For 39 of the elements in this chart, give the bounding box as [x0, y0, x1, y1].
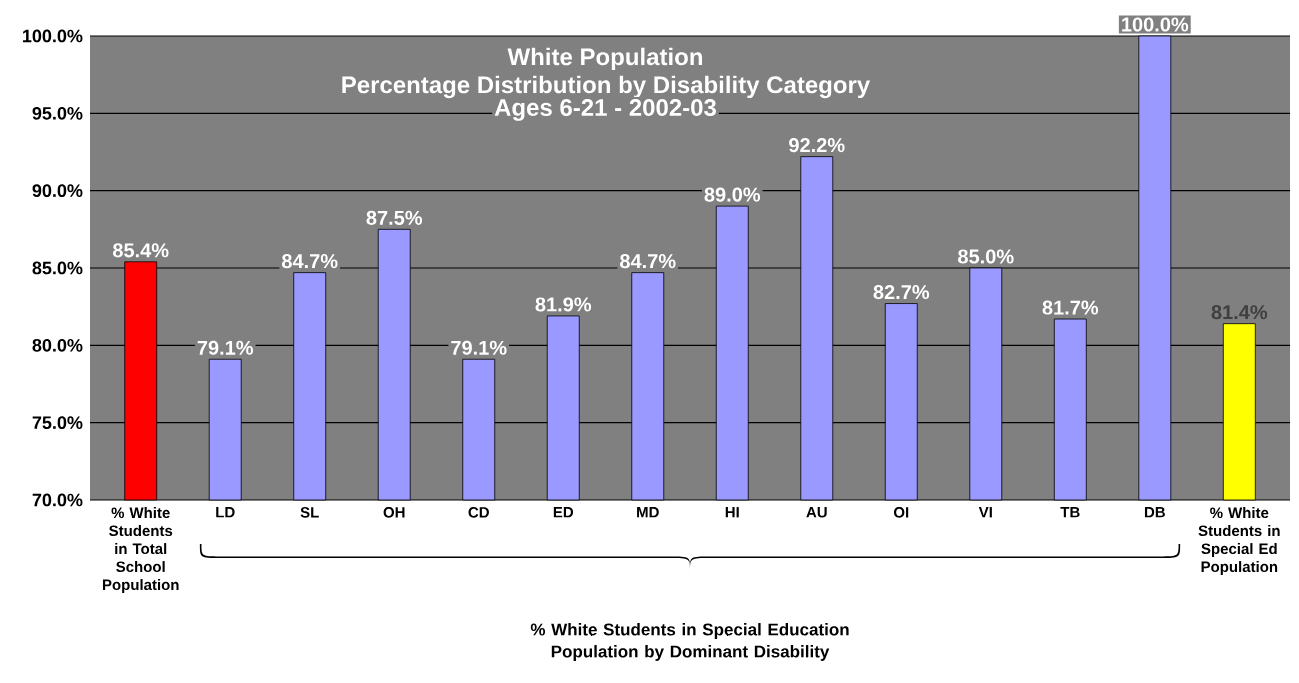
x-axis-title: % White Students in Special Education Population by Dominant Disability	[530, 623, 849, 661]
data-label: 85.4%	[112, 243, 169, 258]
x-tick-label: CD	[468, 507, 489, 518]
x-tick-label: AU	[806, 507, 827, 518]
data-label: 84.7%	[282, 254, 338, 269]
y-tick-label: 85.0%	[32, 261, 83, 275]
x-tick-label: DB	[1144, 507, 1165, 518]
x-tick-label: OH	[383, 507, 405, 518]
data-label: 89.0%	[704, 187, 761, 202]
y-tick-label: 100.0%	[23, 29, 83, 43]
y-tick-label: 75.0%	[32, 416, 83, 430]
y-tick-label: 80.0%	[32, 338, 83, 352]
annotation: Ages 6-21 - 2002-03	[494, 99, 716, 121]
x-tick-label: TB	[1060, 507, 1080, 518]
data-label: 82.7%	[873, 285, 930, 300]
data-label: 87.5%	[366, 210, 423, 225]
data-label: 92.2%	[789, 138, 845, 153]
data-label: 81.7%	[1042, 300, 1099, 315]
x-tick-label: LD	[216, 507, 235, 518]
data-label: 79.1%	[197, 340, 254, 355]
x-tick-label: MD	[637, 507, 659, 518]
x-tick-label: HI	[725, 507, 739, 518]
x-tick-label: % White Students in Special Ed Population	[1198, 507, 1280, 576]
data-label: 81.4%	[1211, 305, 1268, 320]
data-label: 100.0%	[1122, 17, 1189, 32]
data-label: 79.1%	[451, 340, 507, 355]
chart-title: White Population	[507, 47, 703, 71]
y-tick-label: 95.0%	[32, 106, 83, 120]
x-tick-label: SL	[300, 507, 319, 518]
data-label: 85.0%	[958, 249, 1014, 264]
x-tick-label: ED	[553, 507, 574, 518]
data-label: 84.7%	[620, 254, 676, 269]
y-tick-label: 90.0%	[32, 184, 83, 198]
x-tick-label: OI	[893, 507, 909, 518]
y-tick-label: 70.0%	[32, 493, 83, 507]
text: Percentage Distribution by Disability Category	[342, 75, 871, 99]
data-label: 81.9%	[535, 297, 592, 312]
x-tick-label: VI	[978, 507, 992, 518]
x-tick-label: % White Students in Total School Population	[102, 507, 179, 594]
